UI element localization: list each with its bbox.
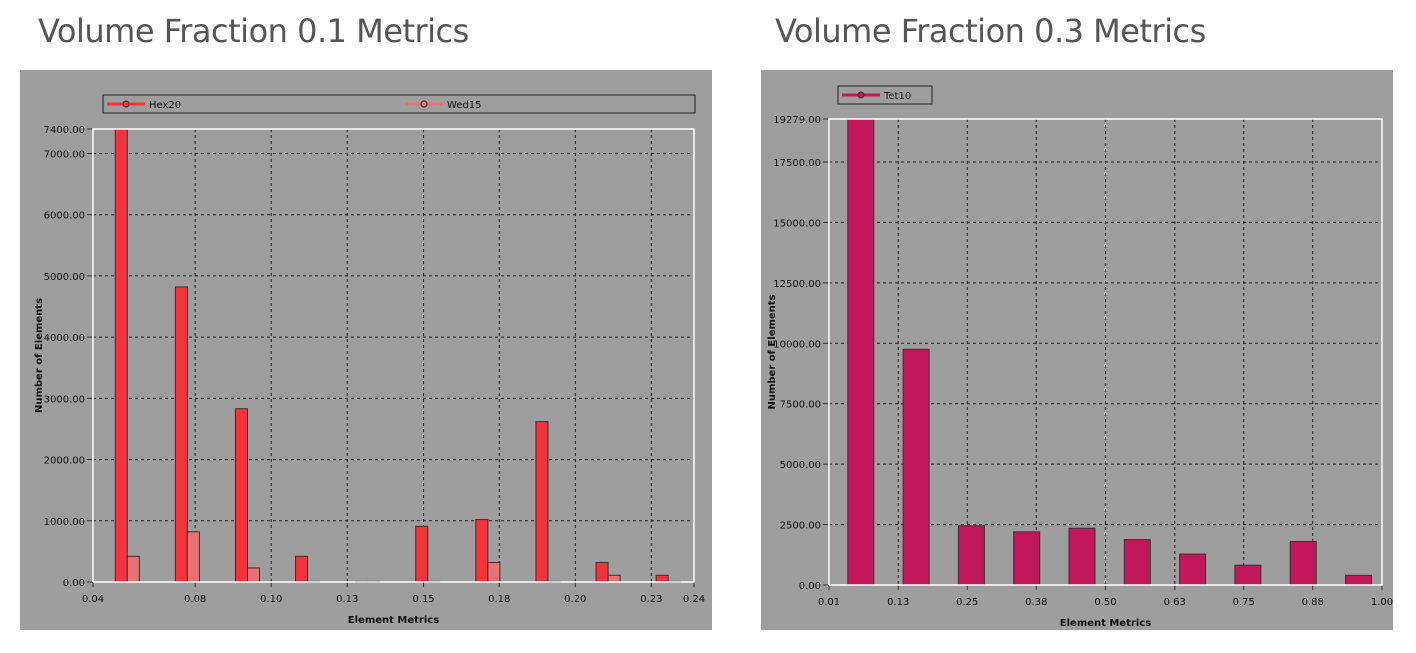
x-tick-label: 1.00 [1371, 597, 1393, 608]
y-tick-label: 4000.00 [44, 333, 85, 344]
chart-panel-vf03: 0.00 2500.00 5000.00 7500.00 10000.00 12500.0… [761, 70, 1393, 630]
bar-tet10 [1345, 574, 1372, 586]
legend-box [837, 85, 933, 105]
x-tick-label: 0.04 [82, 594, 104, 605]
plot-frame [828, 118, 1383, 586]
y-tick-label: 7000.00 [44, 149, 85, 160]
plot-frame [92, 128, 695, 583]
bar-hex20 [595, 561, 609, 583]
bar-hex20 [535, 421, 549, 583]
bar-wed15 [186, 531, 200, 583]
bar-hex20 [655, 574, 669, 583]
bar-tet10 [1289, 540, 1317, 586]
y-tick-label: 3000.00 [44, 394, 85, 405]
x-tick-label: 0.10 [260, 594, 282, 605]
bar-tet10 [1123, 539, 1151, 586]
bar-hex20 [415, 525, 429, 583]
bar-tet10 [847, 118, 875, 586]
y-tick-label: 6000.00 [44, 211, 85, 222]
x-tick-label: 0.63 [1164, 597, 1186, 608]
bar-tet10 [1234, 564, 1262, 586]
y-tick-label: 12500.00 [773, 279, 821, 290]
y-tick-label: 7400.00 [44, 125, 85, 136]
y-tick-label: 2500.00 [780, 521, 821, 532]
legend-label: Wed15 [447, 100, 482, 111]
bar-tet10 [1179, 553, 1207, 586]
bar-hex20 [234, 408, 248, 583]
legend-box [102, 94, 696, 114]
x-axis-label: Element Metrics [1060, 618, 1151, 629]
histogram-vf01: 0.00 1000.00 2000.00 3000.00 4000.00 5000.00 6… [34, 94, 705, 626]
x-tick-label: 0.20 [564, 594, 586, 605]
x-tick-label: 0.23 [640, 594, 662, 605]
x-tick-label: 0.75 [1233, 597, 1255, 608]
x-tick-label: 0.38 [1025, 597, 1047, 608]
y-tick-label: 1000.00 [44, 517, 85, 528]
y-tick-label: 0.00 [799, 581, 821, 592]
bar-hex20 [114, 128, 128, 583]
y-tick-label: 5000.00 [780, 460, 821, 471]
legend-label: Tet10 [883, 91, 911, 102]
x-tick-label: 0.25 [956, 597, 978, 608]
y-tick-label: 5000.00 [44, 272, 85, 283]
bar-tet10 [957, 525, 985, 586]
bar-wed15 [126, 555, 140, 583]
chart-title-vf01: Volume Fraction 0.1 Metrics [38, 12, 469, 50]
y-tick-label: 19279.00 [773, 115, 821, 126]
bar-hex20 [475, 519, 489, 583]
x-tick-label: 0.08 [184, 594, 206, 605]
legend-marker-icon [857, 91, 865, 99]
bar-hex20 [174, 286, 188, 583]
y-tick-label: 17500.00 [773, 158, 821, 169]
y-tick-label: 0.00 [63, 578, 85, 589]
x-tick-label: 0.18 [488, 594, 510, 605]
x-tick-label: 0.24 [683, 594, 705, 605]
x-tick-label: 0.01 [818, 597, 840, 608]
x-tick-label: 0.15 [412, 594, 434, 605]
y-axis-label: Number of Elements [34, 298, 45, 413]
bar-wed15 [607, 574, 621, 583]
histogram-vf03: 0.00 2500.00 5000.00 7500.00 10000.00 12500.0… [767, 85, 1393, 629]
x-tick-label: 0.88 [1302, 597, 1324, 608]
bar-hex20 [295, 555, 309, 583]
bar-tet10 [1013, 531, 1041, 586]
y-tick-label: 15000.00 [773, 218, 821, 229]
bar-tet10 [1068, 527, 1096, 586]
x-tick-label: 0.50 [1094, 597, 1116, 608]
legend-marker-icon [122, 100, 130, 108]
y-axis-label: Number of Elements [767, 294, 778, 409]
y-tick-label: 7500.00 [780, 400, 821, 411]
x-tick-label: 0.13 [336, 594, 358, 605]
x-tick-label: 0.13 [887, 597, 909, 608]
chart-panel-vf01: 0.00 1000.00 2000.00 3000.00 4000.00 5000.00 6… [20, 70, 712, 630]
legend-marker-icon [420, 100, 428, 108]
bar-tet10 [902, 348, 930, 586]
x-axis-label: Element Metrics [348, 615, 439, 626]
y-tick-label: 10000.00 [773, 339, 821, 350]
bar-wed15 [487, 561, 501, 583]
bar-wed15 [246, 567, 260, 583]
legend-label: Hex20 [149, 100, 181, 111]
chart-title-vf03: Volume Fraction 0.3 Metrics [775, 12, 1206, 50]
y-tick-label: 2000.00 [44, 456, 85, 467]
